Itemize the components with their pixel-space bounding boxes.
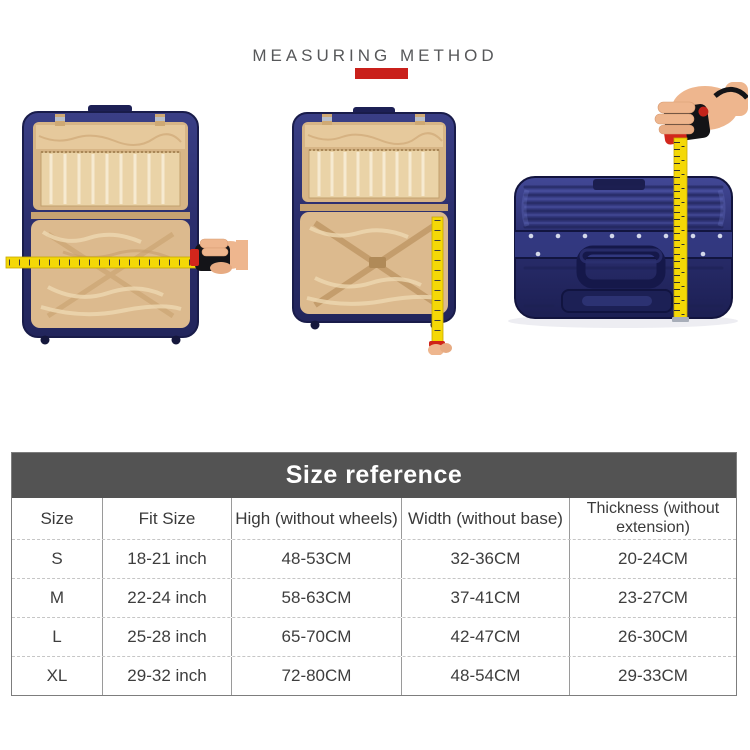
size-value: M	[49, 588, 65, 607]
page-title: MEASURING METHOD	[252, 46, 498, 65]
closed-suitcase-height-measure-photo	[508, 82, 748, 328]
width-value: 48-54CM	[401, 657, 569, 695]
table-row: S 18-21 inch 48-53CM 32-36CM 20-24CM	[12, 539, 736, 578]
fit-size-value: 18-21 inch	[102, 540, 231, 578]
open-suitcase-illustration	[22, 105, 199, 345]
size-value: S	[51, 549, 63, 568]
thickness-value: 23-27CM	[569, 579, 736, 617]
closed-suitcase-illustration	[514, 176, 733, 319]
width-value: 32-36CM	[401, 540, 569, 578]
fit-size-value: 22-24 inch	[102, 579, 231, 617]
table-row: XL 29-32 inch 72-80CM 48-54CM 29-33CM	[12, 656, 736, 695]
thickness-value: 20-24CM	[569, 540, 736, 578]
table-row: L 25-28 inch 65-70CM 42-47CM 26-30CM	[12, 617, 736, 656]
open-suitcase-width-measure-photo	[5, 105, 248, 345]
hand-with-tape-measure	[190, 238, 248, 274]
measuring-tape-horizontal	[5, 256, 209, 269]
col-header-thickness: Thickness (without extension)	[569, 498, 736, 539]
thickness-value: 29-33CM	[569, 657, 736, 695]
hand-with-tape-measure	[654, 82, 748, 145]
size-value: XL	[46, 666, 68, 685]
col-header-width: Width (without base)	[401, 498, 569, 539]
high-value: 58-63CM	[231, 579, 401, 617]
col-header-size: Size	[40, 508, 74, 528]
high-value: 48-53CM	[231, 540, 401, 578]
high-value: 72-80CM	[231, 657, 401, 695]
title-underline-bar	[355, 68, 408, 79]
open-suitcase-illustration	[292, 107, 456, 330]
col-header-fit-size: Fit Size	[102, 498, 231, 539]
size-value: L	[52, 627, 62, 646]
hand-holding-tape-end	[428, 343, 452, 355]
width-value: 42-47CM	[401, 618, 569, 656]
fit-size-value: 29-32 inch	[102, 657, 231, 695]
size-reference-table: Size reference Size Fit Size High (witho…	[11, 452, 737, 696]
high-value: 65-70CM	[231, 618, 401, 656]
fit-size-value: 25-28 inch	[102, 618, 231, 656]
table-header-row: Size Fit Size High (without wheels) Widt…	[12, 498, 736, 539]
width-value: 37-41CM	[401, 579, 569, 617]
table-row: M 22-24 inch 58-63CM 37-41CM 23-27CM	[12, 578, 736, 617]
thickness-value: 26-30CM	[569, 618, 736, 656]
col-header-high: High (without wheels)	[231, 498, 401, 539]
open-suitcase-depth-measure-photo	[292, 107, 456, 355]
measuring-tape-vertical	[672, 137, 689, 322]
table-title: Size reference	[12, 453, 736, 498]
